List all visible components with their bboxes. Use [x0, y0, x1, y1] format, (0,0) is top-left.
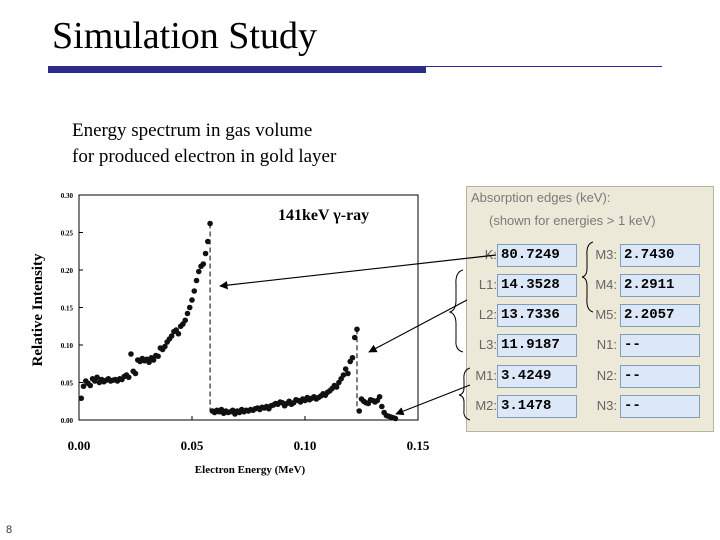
data-point [189, 297, 195, 303]
data-point [376, 393, 383, 400]
data-point [128, 351, 134, 357]
data-point [150, 357, 157, 363]
chart-caption: Energy spectrum in gas volume for produc… [72, 118, 336, 170]
data-point [333, 384, 340, 390]
y-tick-label: 0.15 [61, 305, 74, 313]
data-point [184, 310, 191, 317]
data-point [132, 370, 139, 377]
data-point [125, 374, 132, 381]
edge-value-l1[interactable]: 14.3528 [497, 274, 577, 297]
y-tick-label: 0.00 [61, 417, 74, 425]
edge-value-m4[interactable]: 2.2911 [620, 274, 700, 297]
edge-value-n1[interactable]: -- [620, 334, 700, 357]
plot-frame [78, 194, 419, 421]
data-point [351, 334, 358, 341]
edge-label-n2: N2: [596, 368, 617, 383]
caption-line-2: for produced electron in gold layer [72, 146, 337, 167]
data-point [80, 383, 87, 390]
edge-value-m5[interactable]: 2.2057 [620, 304, 700, 327]
data-point [354, 326, 360, 333]
y-tick-label: 0.20 [61, 267, 74, 275]
data-point [356, 408, 363, 414]
edge-value-l2[interactable]: 13.7336 [497, 304, 577, 327]
title-underline-thick [48, 66, 426, 73]
edge-label-l2: L2: [478, 307, 497, 322]
data-point [349, 354, 356, 361]
data-point [78, 395, 85, 402]
data-point [87, 382, 94, 389]
data-point [340, 372, 347, 378]
data-point [191, 288, 198, 294]
edge-label-m3: M3: [595, 247, 617, 262]
gamma-ray-annotation: 141keV γ-ray [278, 207, 369, 224]
data-point [202, 250, 209, 257]
edge-value-l3[interactable]: 11.9187 [497, 334, 577, 357]
edge-value-n2[interactable]: -- [620, 365, 700, 388]
edge-label-m4: M4: [595, 277, 617, 292]
title-underline-thin [426, 66, 662, 67]
absorption-edges-panel: Absorption edges (keV): (shown for energ… [466, 186, 714, 432]
y-tick-label: 0.10 [61, 342, 74, 350]
data-point [342, 366, 349, 372]
data-point [379, 403, 385, 410]
slide-number: 8 [6, 524, 13, 536]
edge-value-n3[interactable]: -- [620, 395, 700, 418]
edge-label-m5: M5: [595, 307, 617, 322]
x-tick-label: 0.00 [68, 438, 91, 453]
data-point [94, 374, 100, 381]
data-point [207, 220, 213, 227]
panel-title: Absorption edges (keV): [471, 190, 611, 205]
x-axis-label: Electron Energy (MeV) [195, 464, 306, 476]
data-point [200, 261, 207, 267]
edge-value-m3[interactable]: 2.7430 [620, 244, 700, 267]
x-tick-label: 0.15 [407, 438, 430, 453]
y-tick-label: 0.05 [61, 380, 74, 388]
y-axis-label: Relative Intensity [30, 253, 46, 366]
edge-label-n3: N3: [596, 398, 617, 413]
data-point [182, 317, 189, 324]
data-point [175, 330, 182, 337]
edge-label-m1: M1: [475, 368, 497, 383]
data-point [193, 277, 200, 284]
data-point [345, 370, 351, 377]
edge-label-l3: L3: [478, 337, 497, 352]
edge-value-m2[interactable]: 3.1478 [497, 395, 577, 418]
edge-label-l1: L1: [478, 277, 497, 292]
data-point [186, 304, 193, 311]
data-point [155, 353, 161, 360]
data-point [146, 359, 152, 366]
slide-title: Simulation Study [52, 15, 317, 57]
data-point [162, 343, 168, 350]
edge-label-k: K: [484, 247, 497, 262]
data-point [205, 238, 211, 245]
data-point [195, 268, 202, 275]
edge-label-m2: M2: [475, 398, 497, 413]
x-tick-label: 0.10 [294, 438, 317, 453]
panel-subtitle: (shown for energies > 1 keV) [489, 213, 656, 228]
edge-label-n1: N1: [596, 337, 617, 352]
data-point [392, 415, 399, 422]
edge-value-k[interactable]: 80.7249 [497, 244, 577, 267]
y-tick-label: 0.25 [61, 230, 74, 238]
edge-value-m1[interactable]: 3.4249 [497, 365, 577, 388]
data-point [168, 333, 175, 339]
x-tick-label: 0.05 [181, 438, 204, 453]
caption-line-1: Energy spectrum in gas volume [72, 120, 313, 141]
y-tick-label: 0.30 [61, 192, 74, 200]
